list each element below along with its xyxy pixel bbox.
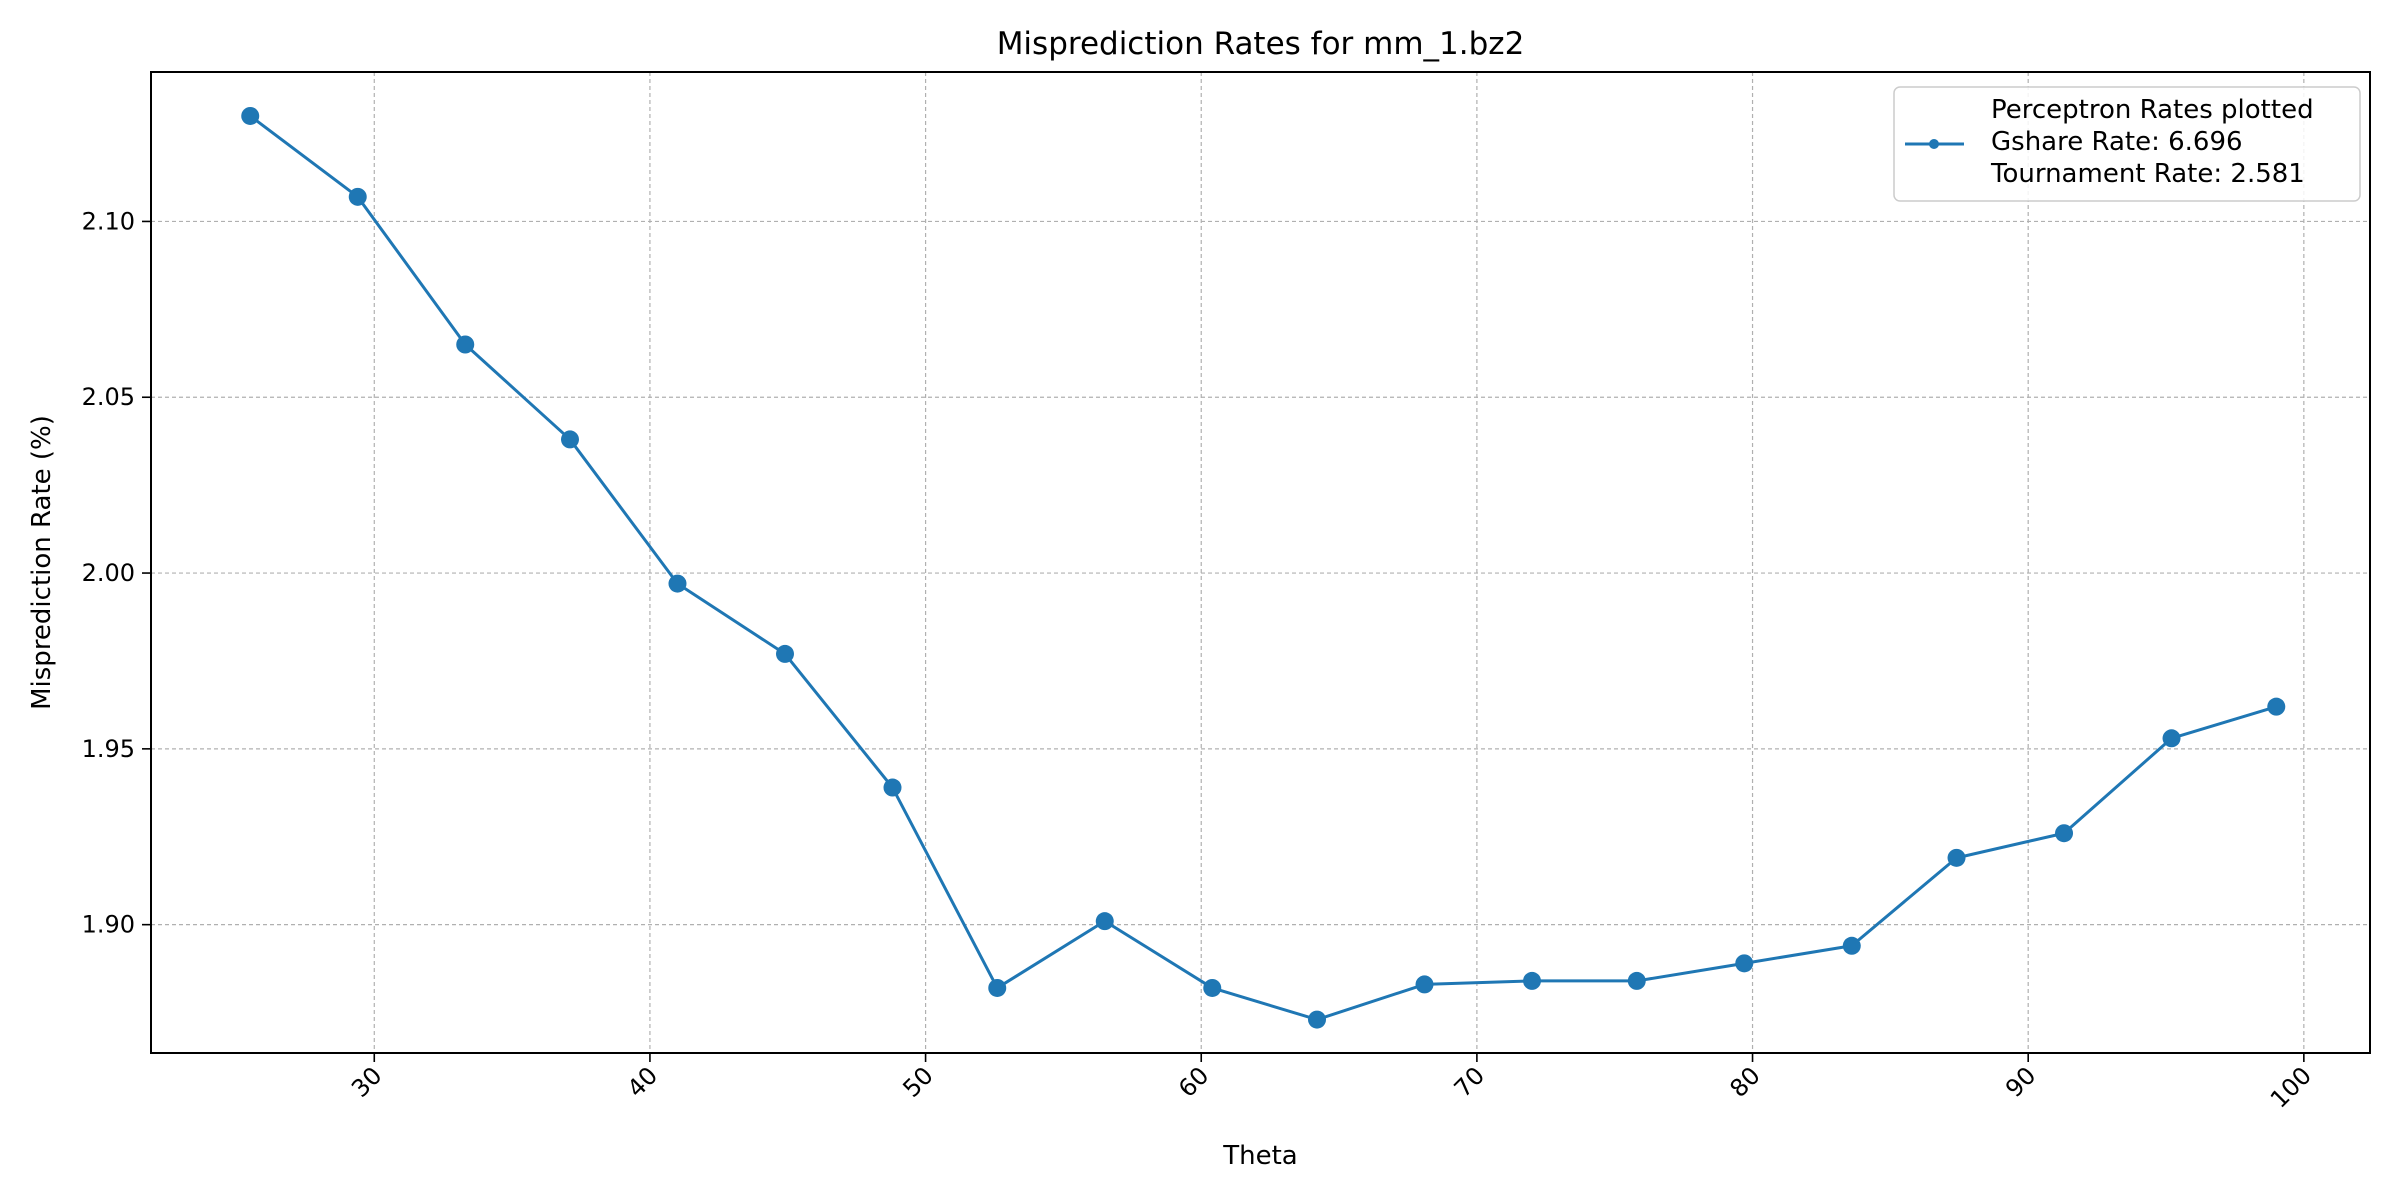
plot-area-frame xyxy=(150,71,2371,1054)
y-tick-label: 2.00 xyxy=(82,559,135,587)
x-tick-label: 100 xyxy=(2265,1061,2317,1113)
x-tick-label: 60 xyxy=(1173,1061,1214,1102)
x-tick-label: 70 xyxy=(1449,1061,1490,1102)
chart-title: Misprediction Rates for mm_1.bz2 xyxy=(997,26,1525,62)
data-point xyxy=(241,106,260,125)
data-point xyxy=(668,574,687,593)
data-point xyxy=(776,644,794,663)
legend-box xyxy=(1893,86,2361,202)
data-point xyxy=(1308,1010,1327,1029)
data-point xyxy=(456,335,475,354)
legend-entry-text: Gshare Rate: 6.696 xyxy=(1991,127,2243,157)
data-point xyxy=(988,978,1007,997)
data-point xyxy=(348,187,367,206)
data-point xyxy=(1203,978,1222,997)
x-axis-label: Theta xyxy=(1222,1141,1297,1171)
data-point xyxy=(2055,824,2074,843)
legend-entry-text: Perceptron Rates plotted xyxy=(1991,95,2314,125)
data-point xyxy=(1947,848,1966,867)
data-point xyxy=(1095,912,1114,931)
y-axis-label: Misprediction Rate (%) xyxy=(27,415,57,710)
legend-swatch-marker xyxy=(1929,139,1939,149)
data-point xyxy=(2267,697,2286,716)
data-point xyxy=(1523,971,1542,990)
series-line xyxy=(249,114,2277,1022)
y-tick-label: 1.95 xyxy=(82,735,135,763)
y-tick-label: 2.10 xyxy=(82,207,135,235)
data-point xyxy=(560,430,579,449)
x-tick-label: 90 xyxy=(2000,1061,2041,1102)
series-layer xyxy=(241,106,2286,1029)
data-point xyxy=(1842,936,1861,955)
legend-entry-text: Tournament Rate: 2.581 xyxy=(1990,159,2305,189)
y-tick-label: 1.90 xyxy=(82,911,135,939)
data-point xyxy=(2162,729,2181,748)
x-tick-label: 40 xyxy=(622,1061,663,1102)
axis-ticks: 30 40 50 60 70 80 90 100 1.90 1.95 2.00 2.05 2.10 xyxy=(82,207,2318,1113)
data-point xyxy=(883,778,902,797)
x-tick-label: 50 xyxy=(897,1061,938,1102)
data-point xyxy=(1415,975,1434,994)
x-tick-label: 80 xyxy=(1724,1061,1765,1102)
data-point xyxy=(1627,971,1646,990)
x-tick-label: 30 xyxy=(346,1061,387,1102)
data-point xyxy=(1735,954,1754,973)
grid xyxy=(151,72,2370,1053)
y-tick-label: 2.05 xyxy=(82,383,135,411)
